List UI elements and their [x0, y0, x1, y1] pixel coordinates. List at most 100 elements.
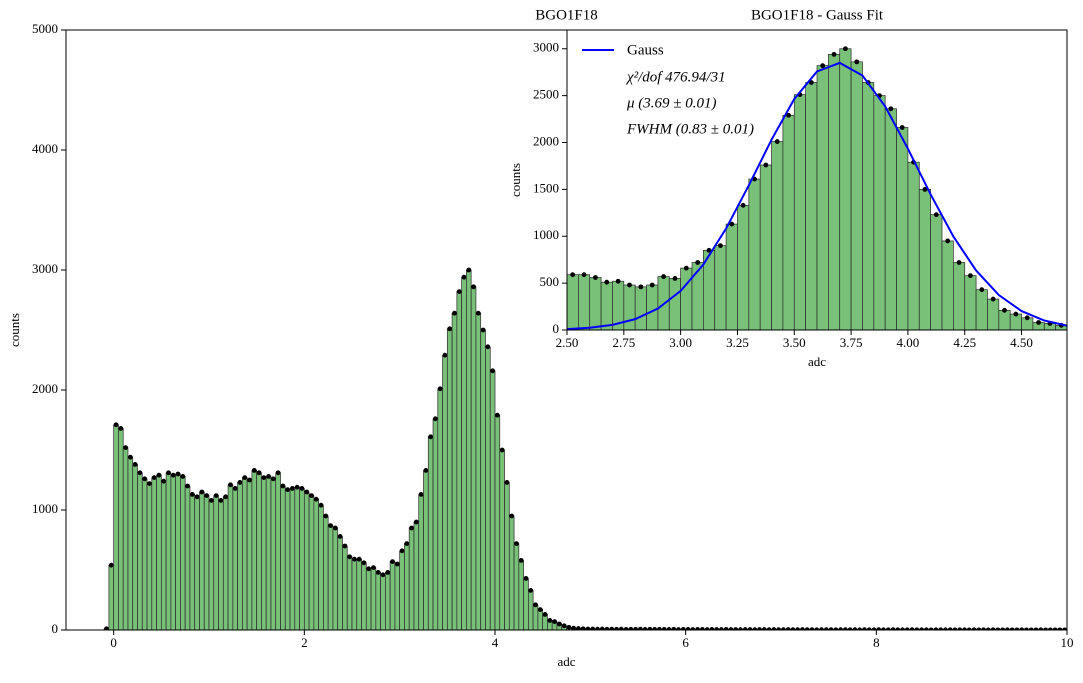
data-point [1014, 627, 1020, 630]
data-point [561, 623, 567, 629]
data-point [900, 627, 905, 630]
bar [528, 590, 534, 630]
data-point [156, 472, 162, 478]
data-point [699, 627, 705, 630]
bar [213, 495, 219, 630]
data-point [881, 627, 886, 630]
data-point [509, 513, 515, 519]
data-point [580, 626, 586, 630]
y-tick-label: 3000 [32, 261, 58, 276]
bar [442, 354, 448, 630]
bar [175, 473, 181, 630]
data-point [933, 212, 939, 218]
data-point [833, 627, 839, 630]
data-point [318, 502, 324, 508]
fit-curve [567, 61, 1067, 330]
data-point [161, 478, 167, 484]
bar [246, 479, 253, 630]
bar [737, 204, 750, 330]
data-point [1047, 627, 1053, 630]
bar [953, 262, 966, 330]
x-tick-label: 0 [110, 635, 117, 650]
data-point [928, 627, 934, 630]
data-point [800, 627, 805, 630]
data-point [776, 627, 782, 630]
bar [646, 284, 659, 330]
bar [184, 485, 191, 630]
data-point [672, 276, 678, 281]
data-point [399, 548, 405, 554]
data-point [938, 627, 944, 630]
bar [480, 329, 486, 630]
data-point [461, 274, 467, 280]
data-point [118, 426, 124, 431]
data-point [909, 627, 915, 630]
bar [380, 574, 386, 630]
data-point [857, 627, 863, 630]
bar [634, 286, 647, 330]
bar [351, 558, 358, 630]
x-tick-label: 6 [682, 635, 689, 650]
x-tick-label: 2.50 [556, 335, 579, 350]
data-point [1028, 627, 1034, 630]
x-tick-label: 4.00 [897, 335, 920, 350]
data-point [785, 627, 791, 630]
data-point [695, 627, 700, 630]
bar [623, 284, 636, 330]
data-point [342, 543, 348, 549]
bar [437, 388, 443, 630]
bar [303, 491, 310, 630]
data-point [847, 627, 853, 630]
bar [446, 328, 453, 630]
data-point [256, 470, 262, 476]
data-point [585, 626, 591, 630]
data-point [706, 247, 712, 253]
data-point [537, 607, 543, 612]
data-point [714, 627, 720, 630]
data-point [232, 486, 238, 491]
y-tick-label: 0 [52, 621, 59, 636]
bar [275, 472, 281, 630]
bar [284, 489, 291, 630]
data-point [1036, 320, 1041, 325]
data-point [294, 484, 300, 490]
data-point [966, 627, 972, 630]
data-point [723, 627, 729, 630]
data-point [747, 627, 753, 630]
data-point [428, 434, 434, 440]
data-point [1009, 627, 1015, 630]
bar [194, 496, 200, 630]
data-point [466, 267, 472, 273]
data-point [147, 481, 152, 486]
data-point [680, 627, 686, 630]
data-point [718, 243, 723, 249]
bar [941, 240, 954, 330]
data-point [556, 621, 562, 627]
data-point [504, 480, 510, 485]
data-point [242, 475, 248, 480]
bar [427, 436, 434, 630]
bar [342, 545, 348, 630]
bar [170, 474, 176, 630]
data-point [180, 474, 186, 479]
bar [725, 223, 738, 330]
data-point [854, 59, 860, 65]
data-point [166, 470, 171, 476]
data-point [1052, 627, 1058, 630]
data-point [385, 570, 391, 575]
data-point [1038, 627, 1044, 630]
data-point [945, 238, 951, 244]
data-point [323, 513, 329, 519]
bar [199, 491, 205, 630]
bar [850, 61, 863, 330]
data-point [137, 470, 143, 476]
data-point [738, 627, 743, 630]
data-point [581, 272, 587, 278]
bar [499, 449, 505, 630]
data-point [690, 627, 696, 630]
bar [108, 564, 115, 630]
bar [165, 472, 172, 630]
data-point [275, 470, 281, 476]
x-tick-label: 4 [492, 635, 499, 650]
